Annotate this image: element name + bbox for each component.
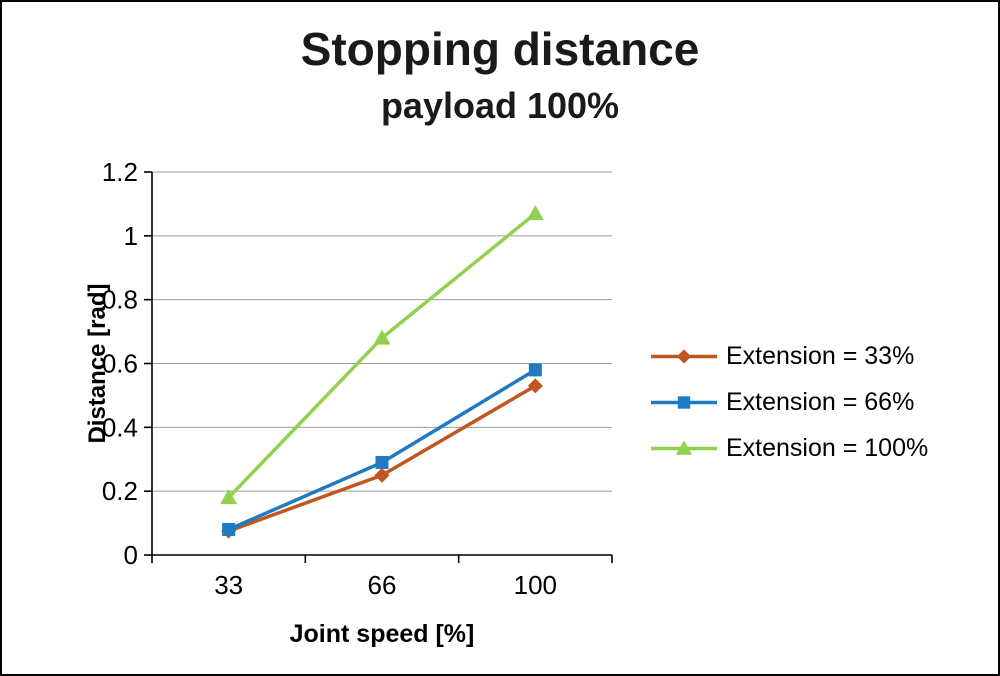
x-tick-label: 33 — [214, 570, 243, 600]
legend-label: Extension = 66% — [726, 388, 915, 416]
legend-label: Extension = 100% — [726, 434, 929, 462]
legend-swatch-square — [651, 396, 717, 409]
square-marker-icon — [222, 522, 236, 536]
legend: Extension = 33% Extension = 66% Extension … — [650, 342, 929, 462]
triangle-marker-icon — [675, 440, 693, 455]
y-tick-label: 0 — [124, 540, 138, 570]
legend-item: Extension = 33% — [650, 342, 928, 370]
legend-label: Extension = 33% — [726, 342, 915, 370]
triangle-marker-icon — [373, 329, 391, 345]
legend-swatch-triangle — [651, 440, 717, 455]
y-tick-label: 0.2 — [102, 476, 138, 506]
square-marker-icon — [528, 363, 542, 377]
y-axis-title: Distance [rad] — [84, 283, 111, 443]
y-tick-label: 1 — [124, 221, 138, 251]
square-marker-icon — [375, 455, 389, 469]
x-tick-label: 100 — [514, 570, 557, 600]
legend-swatch-diamond — [651, 349, 717, 364]
diamond-marker-icon — [676, 349, 692, 364]
y-tick-label: 0.4 — [102, 412, 138, 442]
diamond-marker-icon — [527, 378, 543, 394]
x-axis-title: Joint speed [%] — [290, 620, 475, 648]
chart-subtitle: payload 100% — [380, 85, 620, 126]
chart-title: Stopping distance — [300, 23, 700, 75]
y-tick-label: 0.8 — [102, 285, 138, 315]
y-tick-label: 0.6 — [102, 349, 138, 379]
triangle-marker-icon — [526, 204, 544, 221]
x-tick-label: 66 — [368, 570, 397, 600]
triangle-marker-icon — [220, 489, 238, 505]
diamond-marker-icon — [374, 467, 390, 483]
square-marker-icon — [677, 396, 691, 409]
series-line-triangle — [226, 211, 538, 500]
legend-item: Extension = 100% — [650, 434, 929, 462]
y-tick-label: 1.2 — [102, 157, 138, 187]
legend-item: Extension = 66% — [650, 388, 928, 416]
